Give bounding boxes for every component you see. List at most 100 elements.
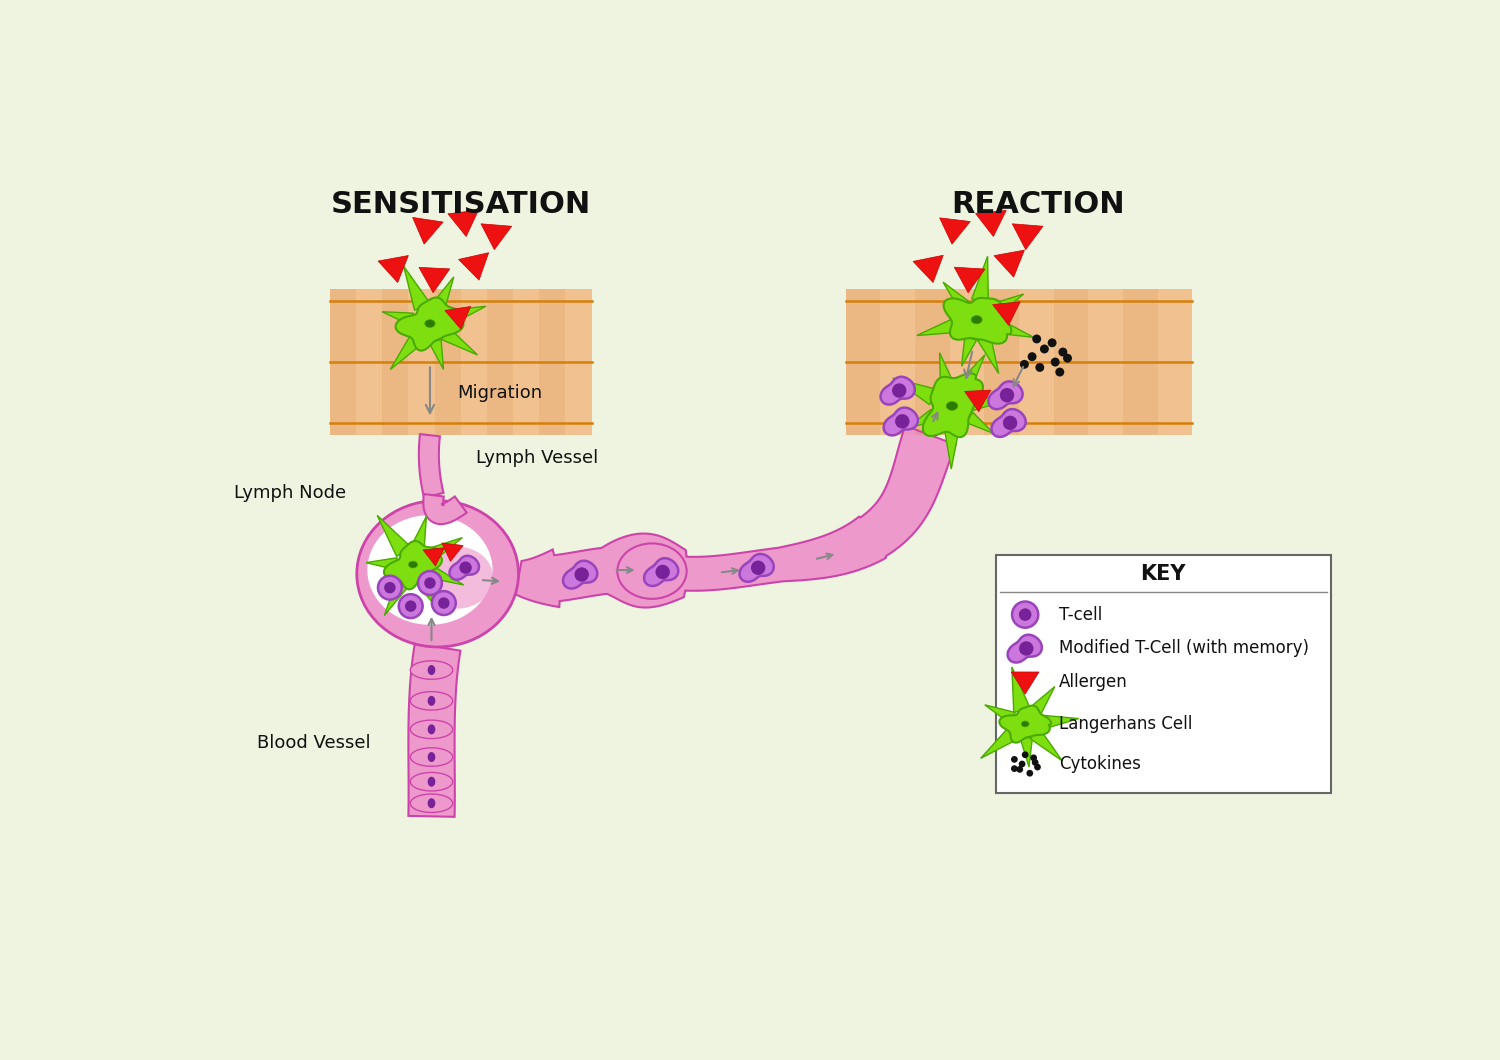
Polygon shape	[880, 376, 915, 405]
Polygon shape	[448, 210, 478, 236]
Circle shape	[1040, 344, 1048, 353]
Bar	[382, 289, 408, 436]
Ellipse shape	[427, 752, 435, 762]
Polygon shape	[411, 516, 426, 551]
Polygon shape	[916, 317, 960, 336]
Polygon shape	[966, 412, 994, 434]
Polygon shape	[416, 576, 435, 604]
Polygon shape	[1029, 687, 1054, 718]
Circle shape	[896, 414, 909, 428]
Ellipse shape	[427, 695, 435, 706]
Polygon shape	[384, 575, 412, 616]
Ellipse shape	[424, 320, 435, 328]
Circle shape	[752, 561, 765, 575]
Polygon shape	[423, 548, 444, 566]
Ellipse shape	[408, 561, 417, 568]
Polygon shape	[954, 267, 986, 293]
Polygon shape	[426, 564, 464, 585]
Polygon shape	[944, 298, 1011, 343]
Polygon shape	[446, 306, 471, 330]
Ellipse shape	[1022, 721, 1029, 727]
Polygon shape	[1013, 667, 1031, 712]
Polygon shape	[404, 266, 430, 311]
Text: Lymph Node: Lymph Node	[234, 484, 345, 502]
Polygon shape	[939, 218, 970, 244]
Ellipse shape	[411, 691, 453, 710]
Text: Cytokines: Cytokines	[1059, 755, 1142, 773]
Circle shape	[405, 600, 417, 612]
Text: Modified T-Cell (with memory): Modified T-Cell (with memory)	[1059, 639, 1310, 657]
Text: REACTION: REACTION	[951, 190, 1125, 218]
Text: Lymph Vessel: Lymph Vessel	[476, 449, 598, 467]
Polygon shape	[446, 306, 486, 325]
Polygon shape	[382, 312, 414, 325]
Polygon shape	[1011, 672, 1040, 694]
Polygon shape	[441, 328, 477, 355]
Ellipse shape	[411, 747, 453, 766]
Polygon shape	[429, 339, 444, 369]
Circle shape	[1032, 759, 1038, 765]
Bar	[880, 289, 915, 436]
Circle shape	[438, 598, 450, 608]
Bar	[513, 289, 540, 436]
Polygon shape	[978, 335, 999, 373]
Polygon shape	[1020, 737, 1032, 766]
Circle shape	[1017, 766, 1023, 773]
Ellipse shape	[946, 402, 958, 410]
Circle shape	[1011, 756, 1019, 763]
Polygon shape	[914, 255, 944, 282]
Polygon shape	[516, 426, 956, 607]
Bar	[408, 289, 435, 436]
Polygon shape	[986, 705, 1016, 724]
Ellipse shape	[411, 773, 453, 791]
Polygon shape	[993, 318, 1033, 337]
Polygon shape	[482, 224, 512, 249]
Bar	[356, 289, 382, 436]
Circle shape	[1059, 348, 1068, 356]
Polygon shape	[1008, 635, 1042, 662]
Polygon shape	[990, 294, 1023, 316]
Polygon shape	[906, 409, 936, 428]
Circle shape	[574, 567, 590, 582]
Polygon shape	[939, 353, 954, 387]
Circle shape	[399, 595, 423, 618]
Circle shape	[1011, 765, 1019, 772]
Circle shape	[1026, 770, 1033, 777]
Circle shape	[424, 578, 435, 588]
Ellipse shape	[368, 515, 492, 624]
Polygon shape	[1038, 714, 1078, 730]
Ellipse shape	[357, 500, 519, 647]
Polygon shape	[740, 554, 774, 582]
Circle shape	[1000, 388, 1014, 403]
Circle shape	[1019, 608, 1032, 621]
Polygon shape	[944, 426, 960, 470]
Bar	[460, 289, 488, 436]
Polygon shape	[459, 252, 489, 280]
Bar	[435, 289, 460, 436]
Polygon shape	[962, 336, 976, 366]
Polygon shape	[396, 298, 464, 351]
Polygon shape	[981, 726, 1018, 758]
FancyBboxPatch shape	[996, 554, 1330, 793]
Ellipse shape	[427, 798, 435, 809]
Polygon shape	[988, 382, 1023, 409]
Circle shape	[1020, 360, 1029, 369]
Polygon shape	[957, 355, 986, 392]
Polygon shape	[442, 543, 464, 562]
Polygon shape	[562, 561, 597, 588]
Circle shape	[1030, 755, 1036, 761]
Polygon shape	[384, 541, 442, 589]
Circle shape	[459, 562, 472, 573]
Circle shape	[1019, 761, 1026, 767]
Ellipse shape	[427, 665, 435, 675]
Text: KEY: KEY	[1140, 564, 1186, 584]
Text: Allergen: Allergen	[1059, 673, 1128, 691]
Polygon shape	[972, 396, 1011, 410]
Polygon shape	[376, 515, 411, 556]
Polygon shape	[423, 537, 462, 564]
Polygon shape	[450, 555, 478, 580]
Polygon shape	[390, 333, 423, 370]
Circle shape	[1022, 752, 1029, 758]
Bar	[330, 289, 356, 436]
Circle shape	[1064, 354, 1072, 363]
